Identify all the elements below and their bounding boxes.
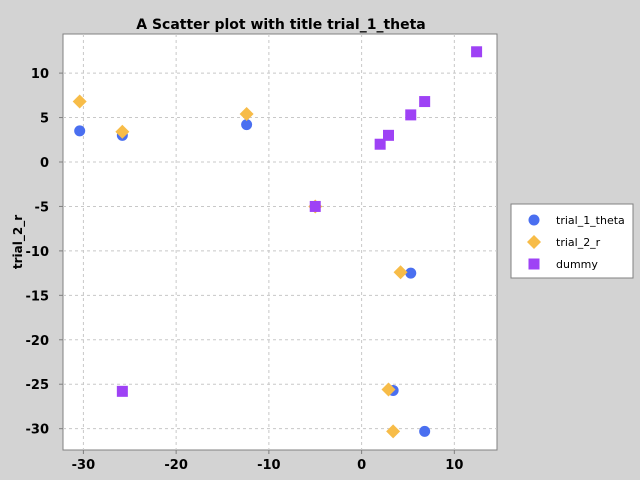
y-tick-label: 10 [31, 67, 49, 82]
legend-label: trial_1_theta [556, 214, 625, 227]
y-tick-label: -25 [26, 378, 50, 393]
point-dummy [419, 96, 431, 108]
point-dummy [405, 109, 417, 121]
point-trial-1-theta [405, 267, 417, 279]
x-tick-label: -10 [257, 458, 281, 473]
axes: -30 -20 -10 0 10 10 5 0 -5 -10 -15 -20 -25 -30 [26, 67, 464, 473]
y-tick-label: -10 [26, 245, 50, 260]
point-dummy [374, 138, 386, 150]
point-trial-2-r [239, 107, 254, 121]
y-tick-label: 5 [40, 112, 49, 127]
y-tick-label: 0 [40, 156, 49, 171]
y-tick-label: -15 [26, 289, 50, 304]
x-tick-label: -20 [164, 458, 188, 473]
legend-marker-dummy [528, 258, 540, 270]
point-dummy [309, 200, 321, 212]
point-trial-2-r [72, 94, 87, 109]
plot-area [62, 33, 498, 451]
legend-marker-trial-2-r [527, 235, 541, 249]
legend-label: dummy [556, 258, 598, 271]
x-tick-label: -30 [72, 458, 96, 473]
point-trial-2-r [386, 424, 401, 439]
point-dummy [471, 46, 483, 58]
grid [63, 34, 497, 450]
y-tick-label: -20 [26, 334, 50, 349]
point-trial-2-r [393, 265, 408, 280]
point-trial-2-r [381, 382, 396, 397]
point-trial-1-theta [419, 425, 431, 437]
legend-marker-trial-1-theta [528, 214, 540, 226]
point-dummy [383, 129, 394, 141]
chart-title: A Scatter plot with title trial_1_theta [136, 17, 426, 33]
point-trial-1-theta [241, 119, 253, 131]
y-tick-label: -30 [26, 423, 50, 438]
legend-label: trial_2_r [556, 236, 601, 249]
y-axis-label: trial_2_r [11, 215, 26, 269]
point-dummy [116, 385, 128, 397]
y-tick-label: -5 [35, 200, 49, 215]
x-tick-label: 10 [445, 458, 463, 473]
point-trial-2-r [115, 124, 130, 139]
point-trial-1-theta [74, 125, 86, 137]
x-tick-label: 0 [357, 458, 366, 473]
data-points [72, 46, 483, 439]
